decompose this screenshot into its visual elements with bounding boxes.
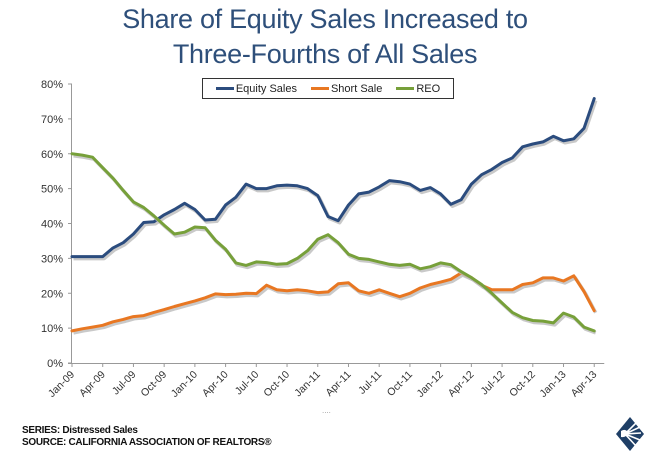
y-tick-label: 50% [41, 184, 63, 196]
legend-label-short-sale: Short Sale [330, 82, 383, 95]
legend-swatch-reo [396, 87, 415, 90]
x-tick-label: Apr-12 [446, 369, 477, 400]
footer-series: SERIES: Distressed Sales [22, 425, 138, 436]
legend-label-equity-sales: Equity Sales [235, 82, 297, 95]
y-tick-label: 40% [41, 219, 63, 231]
x-tick-label: Jan-10 [169, 369, 200, 400]
y-tick-label: 0% [47, 358, 63, 370]
y-tick-label: 20% [41, 288, 63, 300]
series-shadow-reo [73, 154, 597, 335]
series-shadow-equity-sales [73, 100, 598, 261]
footer-source: SOURCE: CALIFORNIA ASSOCIATION OF REALTO… [22, 437, 272, 448]
series-shadow-short-sale [73, 273, 598, 335]
x-tick-label: Apr-11 [323, 369, 353, 399]
chart-title-line-2: Three-Fourths of All Sales [172, 39, 478, 69]
legend-item-reo: REO [396, 83, 440, 95]
x-tick-label: Jan-13 [537, 369, 568, 400]
x-tick-label: Jan-11 [292, 369, 323, 400]
car-diamond-logo-icon [616, 417, 644, 451]
series-line-equity-sales [70, 97, 596, 259]
x-tick-label: Apr-10 [200, 369, 231, 400]
legend-item-short-sale: Short Sale [310, 82, 383, 95]
y-tick-label: 30% [41, 253, 63, 265]
legend-swatch-short-sale [310, 87, 329, 90]
chart-title-line-1: Share of Equity Sales Increased to [122, 4, 528, 34]
x-tick-label: Jul-10 [233, 369, 262, 398]
x-tick-label: Jan-09 [46, 369, 77, 400]
y-tick-label: 10% [41, 323, 63, 335]
series-line-reo [70, 152, 596, 333]
series-line-short-sale [70, 271, 596, 333]
x-tick-label: Oct-12 [507, 369, 538, 400]
x-tick-label: Oct-10 [261, 369, 292, 400]
x-tick-label: Jul-09 [110, 369, 139, 398]
legend-item-equity-sales: Equity Sales [215, 82, 297, 95]
x-tick-label: Jan-12 [415, 369, 446, 400]
x-tick-label: Oct-09 [139, 369, 170, 400]
x-tick-label: Jul-12 [478, 369, 507, 398]
x-tick-label: Apr-13 [569, 369, 600, 400]
ellipsis-marker: .... [322, 406, 331, 415]
y-tick-label: 80% [41, 79, 63, 91]
legend-label-reo: REO [416, 82, 441, 95]
y-tick-label: 70% [41, 114, 63, 126]
y-tick-label: 60% [41, 149, 63, 161]
x-tick-label: Apr-09 [77, 369, 108, 400]
x-tick-label: Jul-11 [356, 369, 384, 397]
chart-legend: Equity Sales Short Sale REO [202, 78, 454, 99]
x-tick-label: Oct-11 [385, 369, 415, 399]
legend-swatch-equity-sales [215, 87, 234, 90]
